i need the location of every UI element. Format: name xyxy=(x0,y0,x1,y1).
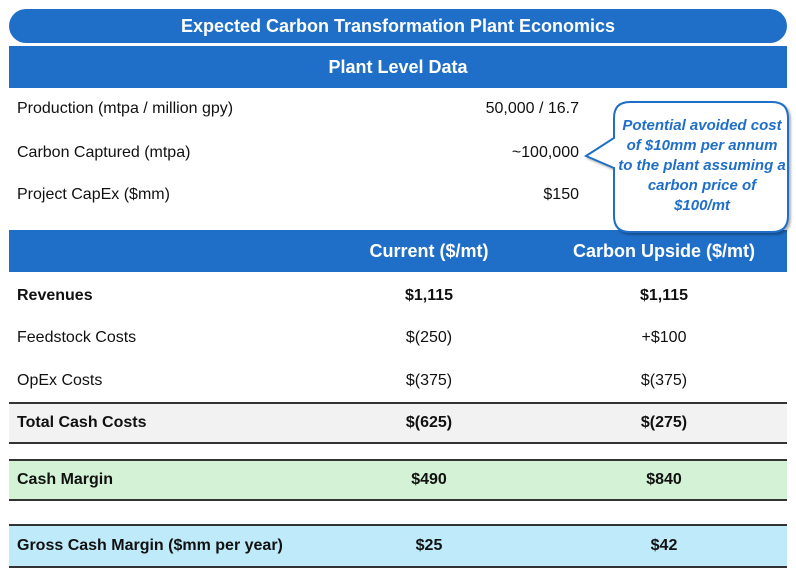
current-value: $(375) xyxy=(405,372,453,389)
upside-value: $42 xyxy=(650,537,678,554)
table-row-revenues: Revenues $1,115 $1,115 xyxy=(9,276,787,316)
page-title: Expected Carbon Transformation Plant Eco… xyxy=(9,9,787,43)
plant-level-header: Plant Level Data xyxy=(9,46,787,88)
economics-header-row: Current ($/mt) Carbon Upside ($/mt) xyxy=(9,230,787,272)
column-header-carbon-upside: Carbon Upside ($/mt) xyxy=(572,240,755,261)
upside-value: +$100 xyxy=(641,329,687,346)
callout-text: Potential avoided cost of $10mm per annu… xyxy=(618,117,786,214)
plant-row-production: Production (mtpa / million gpy) 50,000 /… xyxy=(17,94,597,124)
plant-row-value: 50,000 / 16.7 xyxy=(485,100,579,117)
upside-value: $(375) xyxy=(640,372,688,389)
table-row-feedstock-costs: Feedstock Costs $(250) +$100 xyxy=(9,318,787,358)
row-label: Gross Cash Margin ($mm per year) xyxy=(17,537,283,554)
plant-row-capex: Project CapEx ($mm) $150 xyxy=(17,180,597,210)
upside-value: $840 xyxy=(646,471,682,488)
plant-row-value: $150 xyxy=(543,186,579,203)
callout-bubble: Potential avoided cost of $10mm per annu… xyxy=(584,98,794,238)
current-value: $490 xyxy=(411,471,447,488)
row-label: Total Cash Costs xyxy=(17,414,147,431)
plant-row-label: Project CapEx ($mm) xyxy=(17,186,170,203)
upside-value: $(275) xyxy=(640,414,688,431)
current-value: $(625) xyxy=(405,414,453,431)
row-label: Feedstock Costs xyxy=(17,329,137,346)
row-label: Revenues xyxy=(17,287,93,304)
callout-bubble-shape xyxy=(584,101,789,233)
current-value: $(250) xyxy=(405,329,453,346)
table-row-gross-cash-margin: Gross Cash Margin ($mm per year) $25 $42 xyxy=(9,524,787,568)
table-row-cash-margin: Cash Margin $490 $840 xyxy=(9,459,787,501)
plant-row-value: ~100,000 xyxy=(511,144,579,161)
table-row-opex-costs: OpEx Costs $(375) $(375) xyxy=(9,361,787,401)
current-value: $1,115 xyxy=(404,287,454,304)
column-header-current: Current ($/mt) xyxy=(369,240,489,261)
row-label: OpEx Costs xyxy=(17,372,103,389)
plant-row-carbon-captured: Carbon Captured (mtpa) ~100,000 xyxy=(17,138,597,168)
plant-row-label: Production (mtpa / million gpy) xyxy=(17,100,234,117)
table-row-total-cash-costs: Total Cash Costs $(625) $(275) xyxy=(9,402,787,444)
upside-value: $1,115 xyxy=(639,287,689,304)
plant-row-label: Carbon Captured (mtpa) xyxy=(17,144,191,161)
current-value: $25 xyxy=(415,537,443,554)
row-label: Cash Margin xyxy=(17,471,114,488)
